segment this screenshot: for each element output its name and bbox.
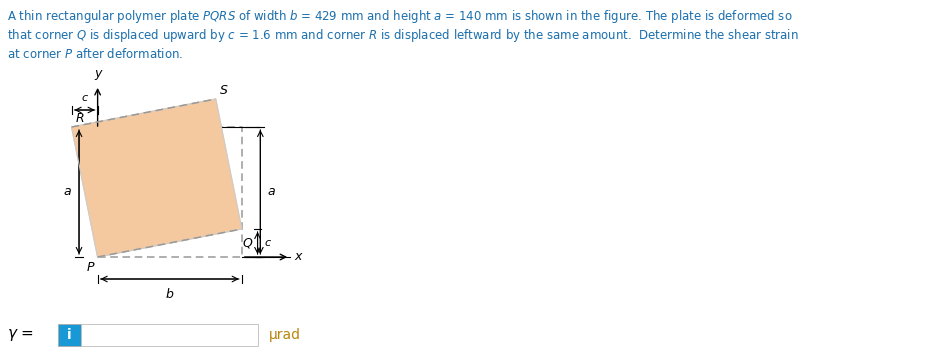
Text: Q: Q bbox=[243, 237, 253, 250]
Text: μrad: μrad bbox=[269, 328, 301, 342]
Text: a: a bbox=[64, 185, 72, 198]
FancyBboxPatch shape bbox=[58, 324, 81, 346]
Text: a: a bbox=[268, 185, 276, 198]
Text: i: i bbox=[67, 328, 72, 342]
Text: b: b bbox=[166, 288, 174, 301]
Text: c: c bbox=[81, 93, 88, 103]
Text: at corner $\it{P}$ after deformation.: at corner $\it{P}$ after deformation. bbox=[8, 47, 184, 61]
Text: R: R bbox=[76, 112, 84, 125]
Text: $\it{\gamma}$ =: $\it{\gamma}$ = bbox=[8, 327, 34, 343]
Text: A thin rectangular polymer plate $\it{PQRS}$ of width $\it{b}$ = 429 mm and heig: A thin rectangular polymer plate $\it{PQ… bbox=[8, 8, 793, 25]
Text: S: S bbox=[219, 84, 228, 97]
Text: x: x bbox=[295, 251, 302, 264]
FancyBboxPatch shape bbox=[81, 324, 258, 346]
Text: P: P bbox=[87, 261, 93, 274]
Text: that corner $\it{Q}$ is displaced upward by $\it{c}$ = 1.6 mm and corner $\it{R}: that corner $\it{Q}$ is displaced upward… bbox=[8, 28, 800, 45]
Polygon shape bbox=[72, 99, 242, 257]
Text: y: y bbox=[94, 67, 101, 80]
Text: c: c bbox=[264, 238, 270, 248]
